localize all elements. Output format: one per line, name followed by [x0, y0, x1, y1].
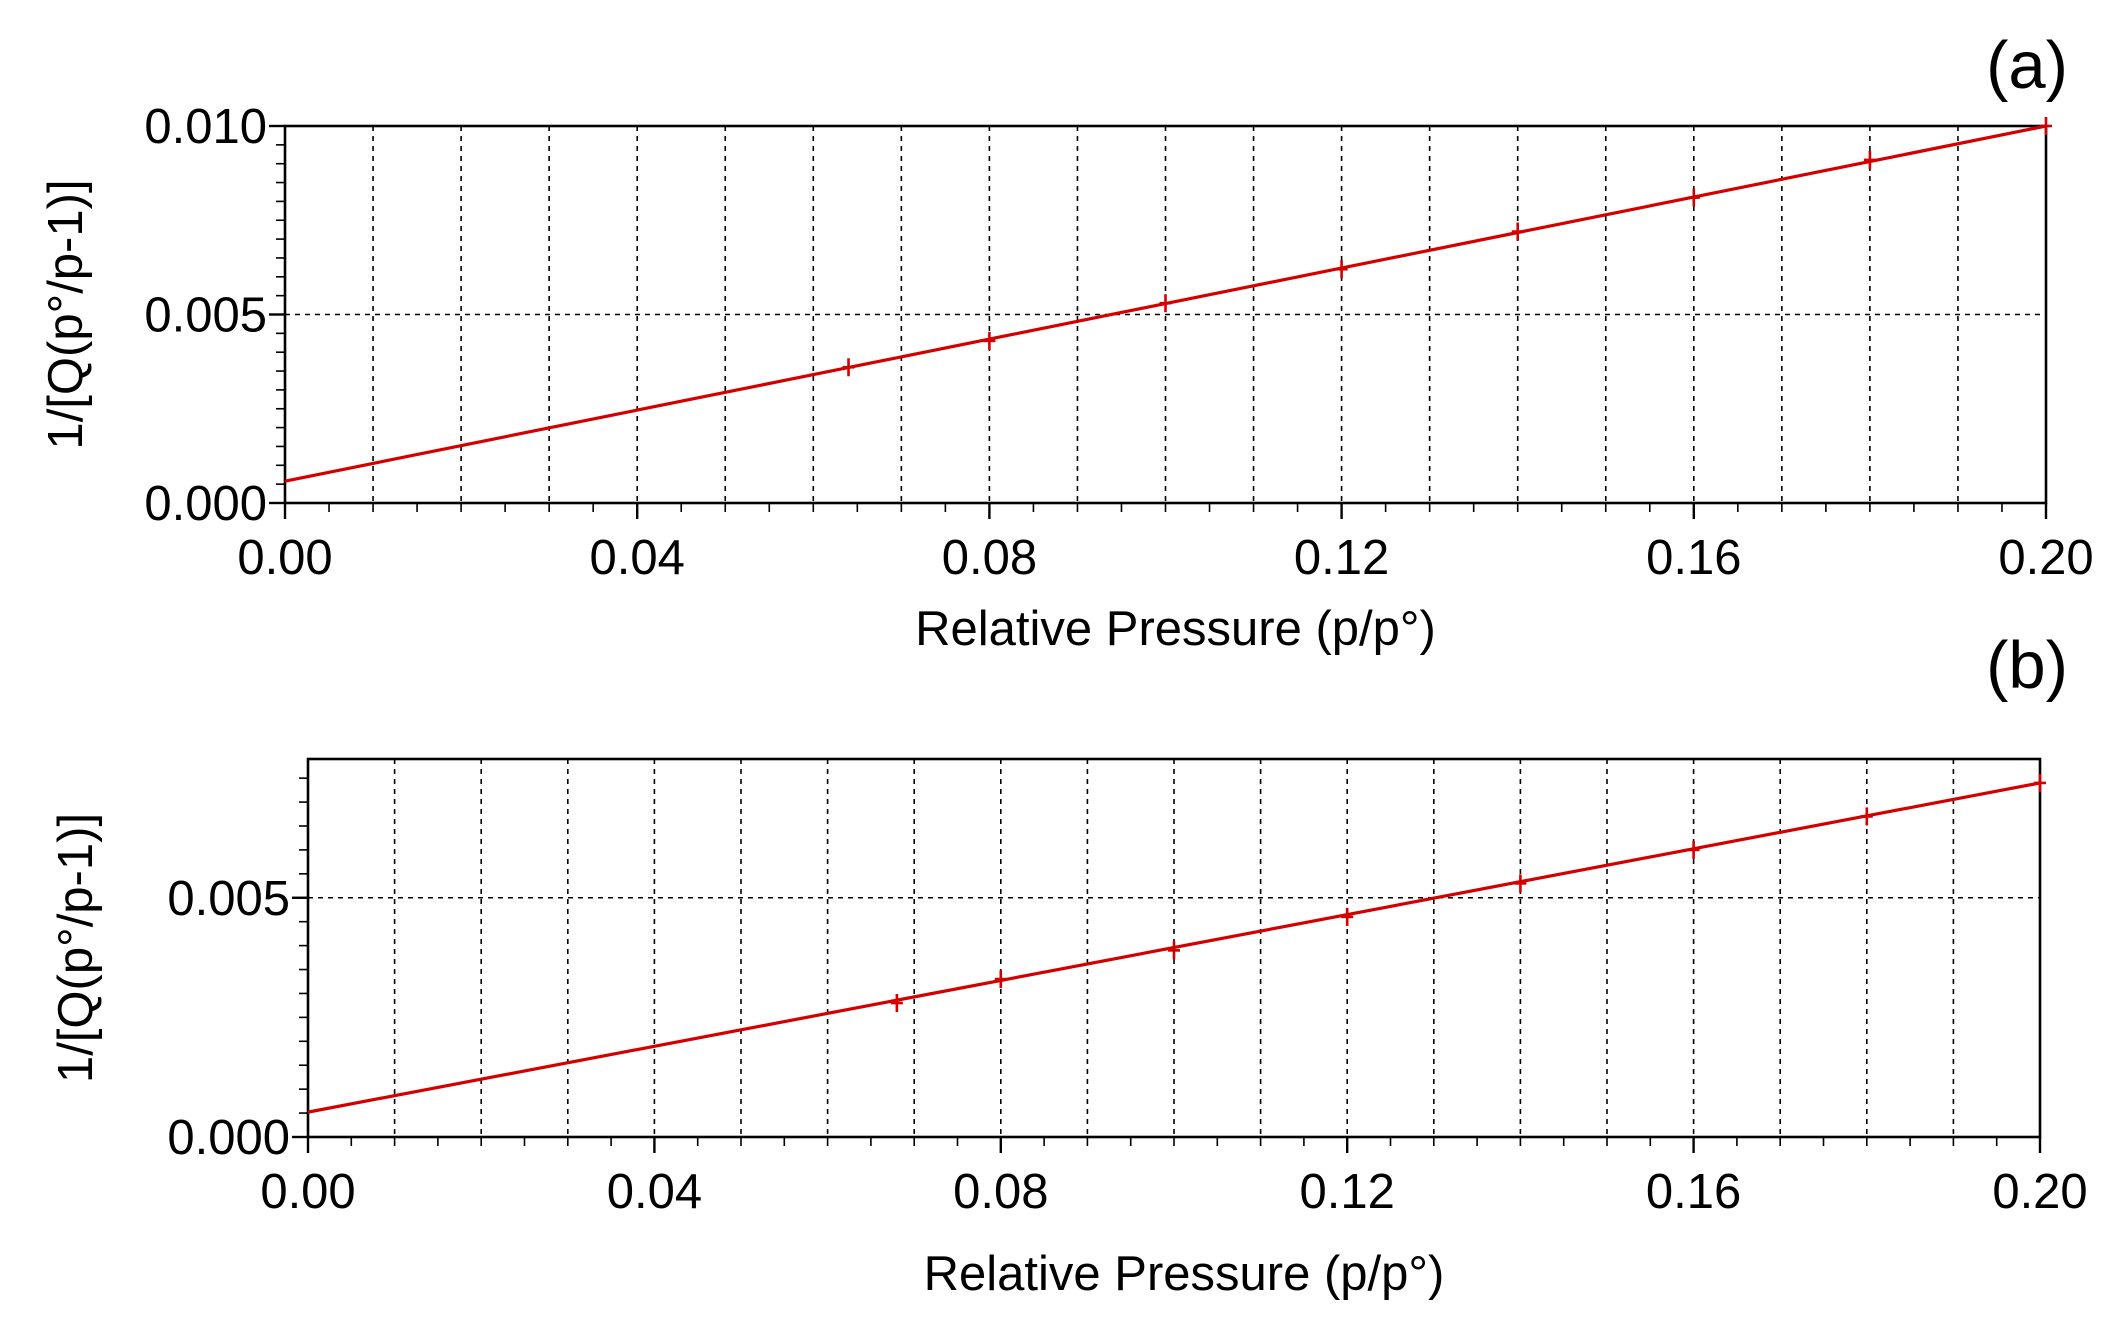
panel-b-data-point — [1341, 907, 1354, 926]
panel-a: (a) 0.00 0.04 0.08 0.12 0.16 0.200.0000.0050.… — [39, 28, 2094, 656]
panel-a-data-point — [1335, 260, 1348, 279]
panel-b-x-tick-label: 0.12 — [1300, 1165, 1395, 1219]
panel-a-axis-ticks — [269, 124, 2048, 519]
panel-b-data-point — [890, 994, 903, 1013]
panel-a-data-points — [842, 117, 2052, 377]
panel-a-data-point — [1511, 222, 1524, 241]
panel-a-x-tick-label: 0.08 — [942, 531, 1037, 585]
panel-b-tick-labels: 0.00 0.04 0.08 0.12 0.16 0.20 0.000 0.005 — [167, 872, 2087, 1219]
panel-a-x-tick-label: 0.12 — [1294, 531, 1389, 585]
panel-a-y-tick-label: 0.010 — [144, 100, 267, 154]
panel-a-y-tick-label: 0.005 — [144, 289, 267, 343]
panel-a-tick-labels: 0.00 0.04 0.08 0.12 0.16 0.20 0.000 0.005 0.010 — [144, 100, 2093, 585]
panel-b-data-point — [1168, 941, 1180, 960]
panel-b-data-point — [994, 970, 1007, 989]
panel-b-y-tick-label: 0.000 — [167, 1111, 290, 1165]
panel-a-data-point — [1863, 150, 1876, 169]
panel-b-y-tick-label: 0.005 — [167, 872, 290, 926]
panel-b-data-point — [1514, 874, 1527, 893]
panel-a-plot-frame — [283, 124, 2048, 505]
panel-a-data-point — [983, 331, 996, 350]
panel-b-x-tick-label: 0.08 — [953, 1165, 1048, 1219]
panel-b-grid — [308, 759, 2040, 1137]
panel-a-label: (a) — [1986, 28, 2068, 103]
panel-a-grid — [285, 126, 2046, 503]
panel-b-data-point — [1860, 807, 1873, 826]
panel-a-minor-ticks — [276, 125, 2047, 512]
panel-b-data-points — [890, 773, 2046, 1013]
panel-b-x-tick-label: 0.16 — [1646, 1165, 1741, 1219]
panel-a-data-point — [842, 358, 855, 377]
panel-a-x-axis-title: Relative Pressure (p/p°) — [915, 602, 1436, 656]
panel-a-x-tick-label: 0.16 — [1646, 531, 1741, 585]
panel-b-data-point — [2034, 773, 2046, 792]
panel-b-data-point — [1687, 840, 1700, 859]
panel-b-x-tick-label: 0.00 — [260, 1165, 355, 1219]
panel-a-data-point — [1159, 294, 1172, 313]
panel-a-y-tick-label: 0.000 — [144, 477, 267, 531]
panel-a-x-tick-label: 0.00 — [237, 531, 332, 585]
panel-a-x-tick-label: 0.20 — [1998, 531, 2093, 585]
panel-a-y-axis-title: 1/[Q(p°/p-1)] — [39, 179, 93, 449]
panel-b-axis-ticks — [292, 896, 2042, 1153]
panel-b: (b) 0.00 0.04 0.08 0.12 0.16 0.20 0.000 0.005 R… — [49, 628, 2088, 1301]
panel-b-x-tick-label: 0.04 — [607, 1165, 702, 1219]
panel-b-x-tick-label: 0.20 — [1992, 1165, 2087, 1219]
panel-b-plot-frame — [306, 757, 2042, 1139]
panel-a-data-point — [2040, 117, 2052, 135]
panel-b-label: (b) — [1986, 628, 2068, 703]
panel-b-x-axis-title: Relative Pressure (p/p°) — [924, 1247, 1445, 1301]
panel-a-data-point — [1687, 188, 1700, 207]
panel-b-y-axis-title: 1/[Q(p°/p-1)] — [49, 813, 103, 1083]
panel-a-x-tick-label: 0.04 — [590, 531, 685, 585]
